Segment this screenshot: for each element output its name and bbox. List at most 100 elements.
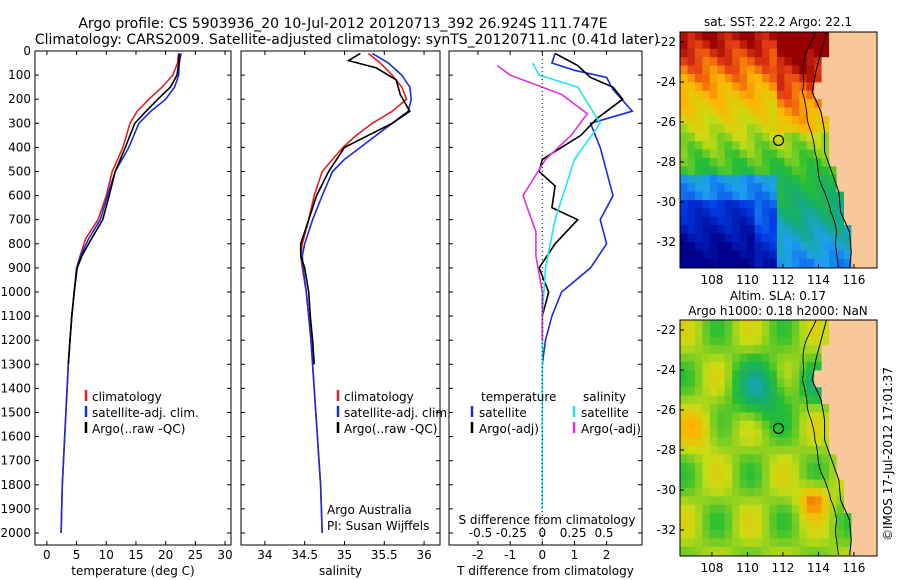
heat-cell (687, 446, 696, 456)
heat-cell (799, 404, 808, 414)
heat-cell (836, 82, 845, 92)
heat-cell (694, 462, 704, 472)
heat-cell (873, 132, 877, 142)
heat-cell (709, 233, 719, 243)
heat-cell (747, 174, 756, 184)
heat-cell (806, 183, 815, 193)
heat-cell (836, 378, 845, 388)
heat-cell (776, 225, 786, 235)
heat-cell (836, 74, 845, 84)
heat-cell (747, 149, 756, 159)
heat-cell (873, 107, 877, 117)
heat-cell (687, 336, 696, 346)
heat-cell (821, 200, 830, 210)
heat-cell (702, 336, 711, 346)
heat-cell (836, 336, 845, 346)
heat-cell (873, 454, 877, 464)
heat-cell (829, 504, 838, 514)
heat-cell (724, 40, 733, 50)
heat-cell (829, 345, 838, 355)
heat-cell (806, 74, 815, 84)
heat-cell (754, 158, 763, 168)
heat-cell (814, 65, 823, 75)
heat-cell (717, 370, 726, 380)
heat-cell (791, 40, 801, 50)
heat-cell (717, 395, 726, 405)
heat-cell (687, 65, 696, 75)
heat-cell (732, 462, 741, 472)
heat-cell (784, 345, 793, 355)
map-x-tick-label: 110 (736, 273, 759, 287)
heat-cell (866, 99, 875, 109)
heat-cell (858, 420, 868, 430)
heat-cell (724, 412, 733, 422)
heat-cell (844, 345, 853, 355)
heat-cell (776, 395, 786, 405)
heat-cell (747, 65, 756, 75)
heat-cell (814, 242, 823, 252)
heat-cell (791, 225, 801, 235)
heat-cell (709, 74, 719, 84)
heat-cell (806, 90, 815, 100)
heat-cell (829, 320, 838, 330)
heat-cell (732, 395, 741, 405)
heat-cell (694, 65, 704, 75)
heat-cell (799, 250, 808, 260)
heat-cell (873, 82, 877, 92)
heat-cell (851, 174, 860, 184)
heat-cell (806, 233, 815, 243)
heat-cell (702, 166, 711, 176)
heat-cell (687, 48, 696, 58)
heat-cell (806, 107, 815, 117)
heat-cell (709, 141, 719, 151)
heat-cell (799, 471, 808, 481)
heat-cell (769, 208, 778, 218)
heat-cell (799, 141, 808, 151)
heat-cell (680, 370, 689, 380)
heat-cell (747, 378, 756, 388)
heat-cell (844, 471, 853, 481)
heat-cell (747, 250, 756, 260)
heat-cell (858, 513, 868, 523)
heat-cell (791, 370, 801, 380)
heat-cell (829, 446, 838, 456)
legend-label: satellite (581, 406, 629, 420)
heat-cell (694, 345, 704, 355)
heat-cell (866, 353, 875, 363)
heat-cell (799, 183, 808, 193)
difference-series-group (496, 52, 634, 509)
heat-cell (851, 454, 860, 464)
heat-cell (709, 488, 719, 498)
heat-cell (858, 362, 868, 372)
heat-cell (791, 82, 801, 92)
heat-cell (784, 99, 793, 109)
heat-cell (754, 242, 763, 252)
heat-cell (836, 437, 845, 447)
y-tick-label: 400 (8, 140, 31, 154)
heat-cell (851, 504, 860, 514)
heat-cell (762, 488, 771, 498)
heat-cell (814, 353, 823, 363)
heat-cell (791, 387, 801, 397)
heat-cell (799, 496, 808, 506)
heat-cell (739, 225, 748, 235)
heat-cell (724, 74, 733, 84)
heat-cell (724, 336, 733, 346)
heat-cell (784, 200, 793, 210)
heat-cell (769, 90, 778, 100)
heat-cell (873, 200, 877, 210)
heat-cell (866, 132, 875, 142)
sst-map-panel: sat. SST: 22.2 Argo: 22.1 108 110 112 114 11… (656, 15, 878, 287)
heat-cell (762, 462, 771, 472)
heat-cell (694, 488, 704, 498)
heat-cell (694, 107, 704, 117)
heat-cell (791, 320, 801, 330)
heat-cell (702, 132, 711, 142)
heat-cell (754, 513, 763, 523)
heat-cell (754, 174, 763, 184)
heat-cell (687, 183, 696, 193)
heat-cell (836, 504, 845, 514)
heat-cell (791, 258, 801, 268)
heat-cell (836, 446, 845, 456)
heat-cell (680, 166, 689, 176)
